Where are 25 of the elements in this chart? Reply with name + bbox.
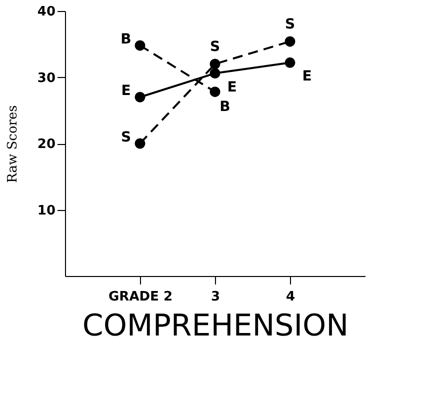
y-tick-label: 30 bbox=[37, 70, 56, 86]
x-axis-title: COMPREHENSION bbox=[82, 308, 349, 344]
series-label: B bbox=[220, 98, 230, 115]
series-label: E bbox=[121, 83, 131, 100]
point bbox=[210, 58, 220, 70]
text: E bbox=[302, 68, 312, 85]
text: B bbox=[120, 31, 132, 48]
point bbox=[210, 86, 220, 98]
point bbox=[284, 57, 296, 68]
point bbox=[134, 138, 146, 149]
point bbox=[284, 36, 296, 47]
y-tick-label: 20 bbox=[37, 137, 56, 152]
text: E bbox=[227, 79, 237, 96]
series-label: S bbox=[120, 130, 132, 146]
point bbox=[134, 92, 146, 102]
y-axis-title: Raw Scores bbox=[5, 105, 20, 183]
point bbox=[210, 68, 220, 79]
x-tick-label: 4 bbox=[286, 290, 296, 304]
y-tick-label: 40 bbox=[37, 4, 56, 20]
x-tick-label: GRADE 2 bbox=[108, 290, 172, 304]
text: S bbox=[210, 39, 220, 55]
x-tick-label: 3 bbox=[210, 290, 220, 304]
text: S bbox=[284, 16, 296, 32]
point bbox=[134, 40, 146, 51]
y-tick-label: 10 bbox=[37, 203, 56, 218]
